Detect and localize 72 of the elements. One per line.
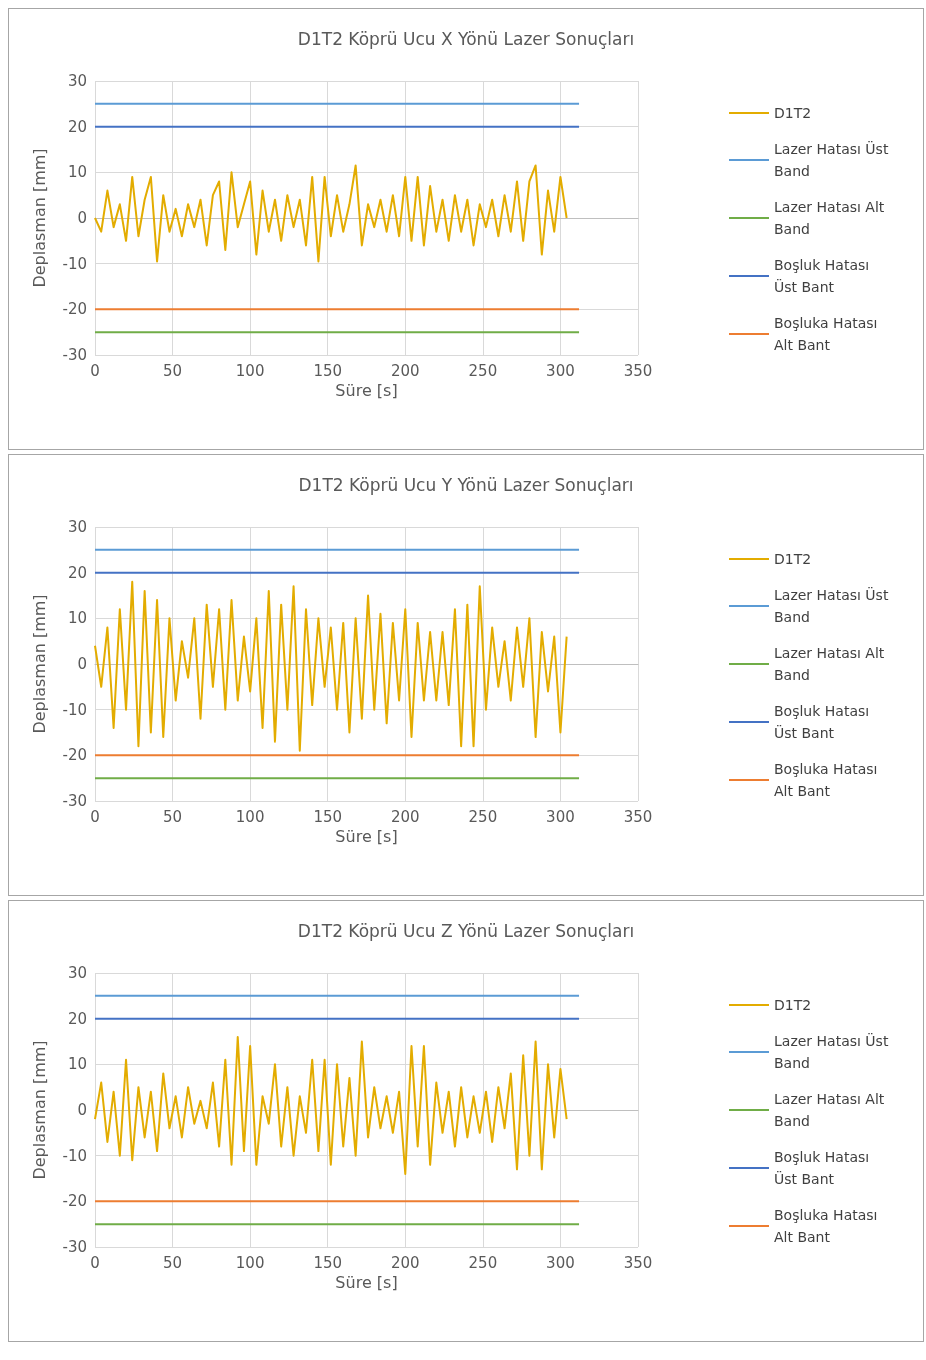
x-tick-label: 100: [235, 361, 265, 380]
y-tick-label: 0: [77, 655, 87, 673]
x-tick-label: 250: [468, 807, 498, 826]
x-tick-label: 350: [623, 807, 653, 826]
x-tick-label: 150: [313, 1253, 343, 1272]
legend-label: Lazer Hatası Alt Band: [774, 645, 889, 683]
y-tick-label: -20: [62, 1192, 87, 1211]
legend-label: Boşluka Hatası Alt Bant: [774, 761, 882, 799]
y-tick-label: -30: [62, 1238, 87, 1256]
legend-label: Lazer Hatası Üst Band: [774, 586, 893, 625]
y-axis-title: Deplasman [mm]: [29, 594, 49, 734]
x-tick-label: 100: [235, 807, 265, 826]
y-tick-label: -20: [62, 746, 87, 765]
y-tick-label: 0: [77, 209, 87, 227]
y-tick-label: -20: [62, 300, 87, 319]
x-tick-label: 50: [163, 361, 183, 380]
legend-label: Lazer Hatası Üst Band: [774, 140, 893, 179]
y-tick-label: 30: [67, 518, 87, 536]
x-tick-label: 300: [546, 1253, 575, 1272]
legend-label: Boşluk Hatası Üst Bant: [774, 703, 874, 741]
x-tick-label: 200: [390, 807, 420, 826]
x-axis-title: Süre [s]: [335, 1273, 398, 1293]
line-series: [94, 1035, 568, 1175]
x-tick-label: 100: [235, 1253, 265, 1272]
x-tick-label: 0: [90, 1253, 100, 1272]
x-tick-label: 300: [546, 361, 575, 380]
y-axis-title: Deplasman [mm]: [29, 1040, 49, 1180]
x-tick-label: 250: [468, 361, 498, 380]
line-series: [94, 164, 568, 263]
x-tick-label: 150: [313, 361, 343, 380]
legend-label: Boşluka Hatası Alt Bant: [774, 1207, 882, 1245]
x-tick-label: 200: [390, 1253, 420, 1272]
chart-title: D1T2 Köprü Ucu Y Yönü Lazer Sonuçları: [298, 474, 634, 495]
y-tick-label: -30: [62, 346, 87, 364]
y-tick-label: 30: [67, 964, 87, 982]
chart-title: D1T2 Köprü Ucu X Yönü Lazer Sonuçları: [297, 28, 635, 49]
x-axis-title: Süre [s]: [335, 827, 398, 847]
y-tick-label: 20: [67, 1009, 87, 1028]
y-tick-label: 30: [67, 72, 87, 90]
y-tick-label: 10: [67, 1055, 87, 1074]
legend-label: Lazer Hatası Alt Band: [774, 199, 889, 237]
chart-title: D1T2 Köprü Ucu Z Yönü Lazer Sonuçları: [297, 920, 635, 941]
x-tick-label: 350: [623, 1253, 653, 1272]
y-tick-label: -10: [62, 1146, 87, 1165]
x-tick-label: 300: [546, 807, 575, 826]
x-axis-title: Süre [s]: [335, 381, 398, 401]
x-tick-label: 0: [90, 807, 100, 826]
y-tick-label: -30: [62, 792, 87, 810]
x-tick-label: 250: [468, 1253, 498, 1272]
y-tick-label: 20: [67, 563, 87, 582]
x-tick-label: 350: [623, 361, 653, 380]
y-tick-label: 10: [67, 609, 87, 628]
legend-label: Boşluk Hatası Üst Bant: [774, 1149, 874, 1187]
y-tick-label: 0: [77, 1101, 87, 1119]
legend-label: D1T2: [774, 551, 812, 567]
legend-label: Lazer Hatası Alt Band: [774, 1091, 889, 1129]
legend-label: D1T2: [774, 997, 812, 1013]
legend-label: Boşluka Hatası Alt Bant: [774, 315, 882, 353]
y-axis-title: Deplasman [mm]: [29, 148, 49, 288]
y-tick-label: -10: [62, 254, 87, 273]
y-tick-label: 20: [67, 117, 87, 136]
x-tick-label: 50: [163, 807, 183, 826]
x-tick-label: 150: [313, 807, 343, 826]
legend-label: Boşluk Hatası Üst Bant: [774, 257, 874, 295]
y-tick-label: 10: [67, 163, 87, 182]
x-tick-label: 200: [390, 361, 420, 380]
legend-label: D1T2: [774, 105, 812, 121]
line-series: [94, 580, 568, 752]
legend-label: Lazer Hatası Üst Band: [774, 1032, 893, 1071]
x-tick-label: 0: [90, 361, 100, 380]
y-tick-label: -10: [62, 700, 87, 719]
x-tick-label: 50: [163, 1253, 183, 1272]
